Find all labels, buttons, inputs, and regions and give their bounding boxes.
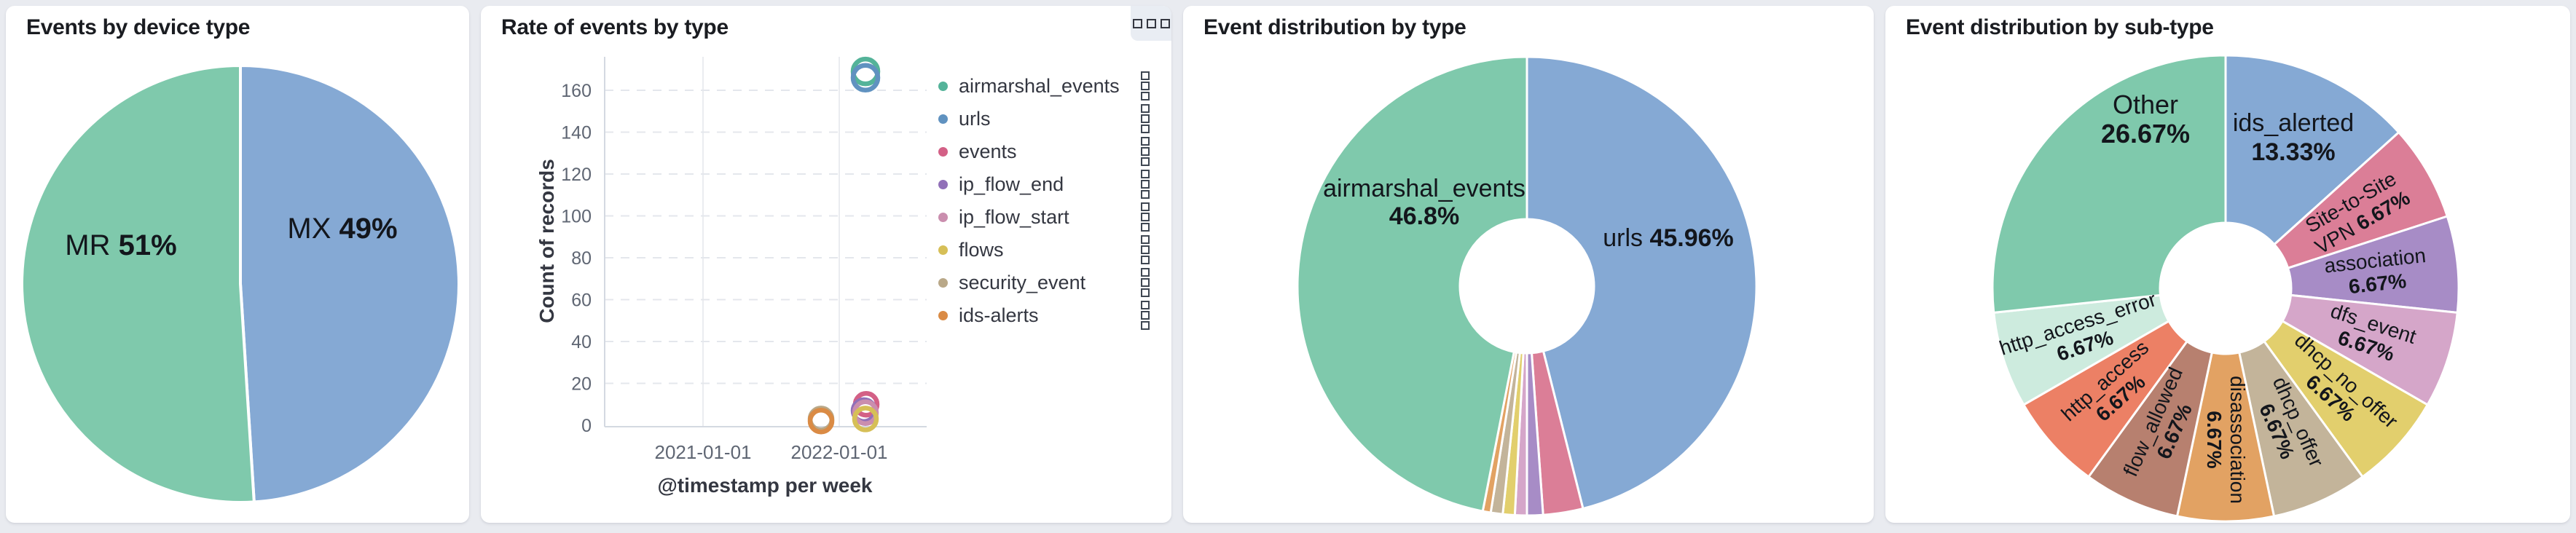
legend-label: ip_flow_start [959,205,1069,228]
pie-slice-mx[interactable] [239,64,460,504]
x-tick-label: 2021-01-01 [655,441,752,463]
pie-slice-airmarshal-events[interactable] [1296,55,1528,513]
boxes-vertical-icon [1141,104,1150,133]
panel-title: Rate of events by type [501,15,729,39]
boxes-vertical-icon [1141,170,1150,199]
legend-color-dot [938,245,948,255]
pie-slice-mr[interactable] [20,64,256,504]
scatter-point-flows[interactable] [852,406,879,433]
y-tick-label: 80 [571,248,592,269]
legend-item-ip-flow-start[interactable]: ip_flow_start [938,201,1151,233]
y-tick-label: 120 [561,165,592,185]
y-tick-label: 100 [561,207,592,227]
legend-actions-button[interactable] [1139,266,1151,299]
svg-text:disassociation: disassociation [2226,376,2249,504]
legend-label: ids-alerts [959,304,1039,326]
panel-rate-of-events-by-type: Rate of events by type 0 20 40 60 80 100 120 14… [481,6,1171,523]
x-axis-title: @timestamp per week [658,474,873,497]
pie-slice-ids-alerted[interactable] [2224,54,2400,246]
panel-options-button[interactable] [1131,6,1171,41]
panel-events-by-device-type: Events by device type MX 49% MR 51% [6,6,469,523]
legend-item-flows[interactable]: flows [938,234,1151,266]
boxes-vertical-icon [1141,202,1150,232]
scatter-point-ids-alerts[interactable] [807,408,835,435]
legend-actions-button[interactable] [1139,135,1151,167]
legend-item-events[interactable]: events [938,135,1151,167]
boxes-vertical-icon [1141,137,1150,166]
legend-label: airmarshal_events [959,74,1120,97]
legend-color-dot [938,81,948,91]
slice-label-airmarshal-events: 46.8% [1389,202,1459,230]
legend-item-airmarshal-events[interactable]: airmarshal_events [938,70,1151,102]
panel-title: Events by device type [26,15,251,39]
y-tick-label: 40 [571,332,592,352]
boxes-vertical-icon [1141,268,1150,297]
legend-label: events [959,140,1017,162]
slice-label-ids-alerted: 13.33% [2251,138,2335,166]
slice-label-urls: urls 45.96% [1603,224,1734,252]
slice-label-other: 26.67% [2101,119,2190,149]
slice-label-mx: MX 49% [287,213,397,245]
boxes-vertical-icon [1141,235,1150,264]
y-tick-label: 0 [581,416,592,436]
svg-text:6.67%: 6.67% [2203,411,2226,468]
y-tick-label: 60 [571,291,592,311]
legend-color-dot [938,310,948,320]
pie-slice-other[interactable] [1991,54,2227,314]
boxes-vertical-icon [1141,301,1150,330]
pie-chart-events-by-device-type: MX 49% MR 51% [20,64,460,504]
slice-label-other: Other [2113,90,2178,119]
panel-title: Event distribution by sub-type [1906,15,2214,39]
legend-actions-button[interactable] [1139,234,1151,266]
boxes-vertical-icon [1141,71,1150,100]
panel-event-distribution-by-type: Event distribution by type urls 45.96% ai… [1183,6,1874,523]
legend-label: flows [959,238,1004,261]
scatter-chart-rate-of-events: 0 20 40 60 80 100 120 140 160 2021-01-01 2022-01-0… [535,56,927,497]
panel-title: Event distribution by type [1203,15,1466,39]
pie-slice-urls[interactable] [1525,55,1758,510]
y-axis-title: Count of records [535,159,558,323]
boxes-horizontal-icon [1132,18,1170,28]
legend-item-security-event[interactable]: security_event [938,266,1151,299]
legend-item-ids-alerts[interactable]: ids-alerts [938,299,1151,331]
slice-label-ids-alerted: ids_alerted [2233,109,2354,137]
legend-actions-button[interactable] [1139,168,1151,200]
legend-actions-button[interactable] [1139,299,1151,331]
legend-color-dot [938,179,948,189]
legend-color-dot [938,212,948,222]
x-tick-label: 2022-01-01 [791,441,888,463]
legend-label: ip_flow_end [959,173,1064,195]
y-tick-label: 160 [561,81,592,101]
y-tick-label: 20 [571,374,592,395]
legend-color-dot [938,146,948,157]
legend-item-urls[interactable]: urls [938,103,1151,135]
panel-event-distribution-by-sub-type: Event distribution by sub-type ids_alert… [1885,6,2570,523]
legend-actions-button[interactable] [1139,70,1151,102]
legend-color-dot [938,277,948,288]
scatter-point-urls[interactable] [850,63,881,92]
slice-label-airmarshal-events: airmarshal_events [1323,175,1525,202]
legend-actions-button[interactable] [1139,103,1151,135]
y-tick-label: 140 [561,123,592,143]
legend-label: urls [959,107,991,130]
legend-item-ip-flow-end[interactable]: ip_flow_end [938,168,1151,200]
slice-label-mr: MR 51% [65,229,176,261]
legend-color-dot [938,114,948,124]
legend-label: security_event [959,271,1086,293]
legend-actions-button[interactable] [1139,201,1151,233]
